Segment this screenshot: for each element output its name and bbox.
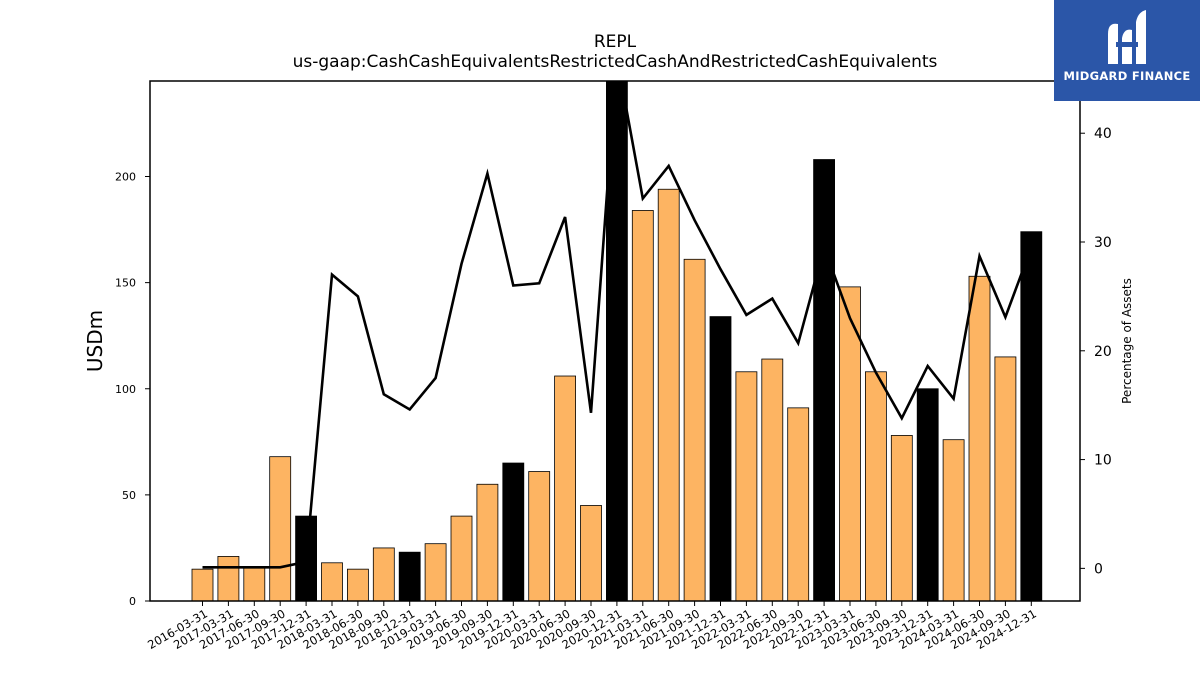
y-axis-label: USDm [83,310,107,372]
plot-frame [149,80,1081,602]
bar [372,547,395,601]
bar [787,407,810,601]
y2-tick-label: 20 [1094,344,1112,360]
bar [243,566,266,601]
bar [502,462,525,601]
bar [683,258,706,601]
bar [813,159,835,601]
y2-tick-label: 10 [1094,453,1112,469]
bar [321,562,343,601]
y-tick-label: 150 [115,277,136,290]
bar [554,375,576,601]
y2-tick-label: 40 [1094,126,1112,142]
bar [528,471,551,601]
y-tick-label: 200 [115,171,136,184]
bar [865,371,887,601]
bar [657,188,680,601]
y-tick-label: 50 [122,489,136,502]
y-tick-label: 100 [115,383,136,396]
percentage-line [202,81,1033,569]
bar [346,568,369,601]
bar [761,358,784,601]
bar [217,556,240,601]
y2-tick-label: 0 [1094,561,1103,577]
bar [191,568,214,601]
bar [398,551,421,601]
bar [942,439,965,601]
chart-subtitle: us-gaap:CashCashEquivalentsRestrictedCas… [292,52,938,72]
bar [916,388,939,601]
y2-tick-label: 30 [1094,235,1112,251]
bar [968,275,991,601]
bar [476,483,499,601]
y-tick-label: 0 [129,595,136,608]
chart-title: REPL [593,32,637,52]
brand-logo: MIDGARD FINANCE [1054,0,1200,101]
bar [890,435,913,601]
bar [606,81,628,601]
bar [269,456,292,601]
bar [735,371,758,601]
logo-text: MIDGARD FINANCE [1063,69,1191,83]
bar [424,543,447,601]
midgard-m-logo-icon [1108,10,1146,64]
bar [631,210,654,601]
bar [450,515,473,601]
bar [994,356,1017,601]
bar [580,505,602,601]
bar [839,286,861,601]
y2-axis-label: Percentage of Assets [1120,278,1134,404]
bar [1020,231,1043,601]
bar [709,316,732,601]
